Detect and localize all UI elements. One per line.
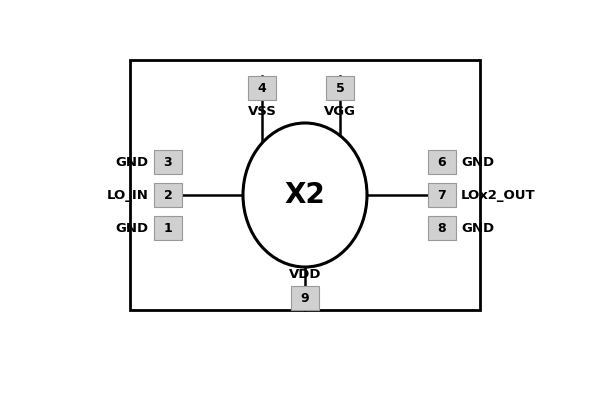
- Text: GND: GND: [116, 221, 149, 234]
- FancyBboxPatch shape: [291, 286, 319, 310]
- Text: X2: X2: [285, 181, 326, 209]
- Text: VSS: VSS: [247, 105, 276, 118]
- Text: 5: 5: [335, 82, 345, 95]
- Text: 6: 6: [437, 156, 446, 169]
- FancyBboxPatch shape: [428, 150, 456, 174]
- Text: 3: 3: [164, 156, 172, 169]
- Text: LO_IN: LO_IN: [107, 188, 149, 201]
- Text: 1: 1: [164, 221, 172, 234]
- Ellipse shape: [243, 123, 367, 267]
- FancyBboxPatch shape: [428, 183, 456, 207]
- Text: GND: GND: [461, 156, 494, 169]
- Text: GND: GND: [461, 221, 494, 234]
- Text: VGG: VGG: [324, 105, 356, 118]
- Text: 7: 7: [437, 188, 447, 201]
- Text: GND: GND: [116, 156, 149, 169]
- Text: 9: 9: [301, 292, 309, 305]
- FancyBboxPatch shape: [154, 183, 182, 207]
- Text: 8: 8: [437, 221, 446, 234]
- FancyBboxPatch shape: [248, 76, 276, 100]
- FancyBboxPatch shape: [154, 216, 182, 240]
- Text: LOx2_OUT: LOx2_OUT: [461, 188, 536, 201]
- FancyBboxPatch shape: [428, 216, 456, 240]
- FancyBboxPatch shape: [154, 150, 182, 174]
- FancyBboxPatch shape: [326, 76, 354, 100]
- Text: 4: 4: [258, 82, 266, 95]
- Text: 2: 2: [164, 188, 172, 201]
- Text: VDD: VDD: [289, 268, 321, 281]
- Bar: [130, 60, 480, 310]
